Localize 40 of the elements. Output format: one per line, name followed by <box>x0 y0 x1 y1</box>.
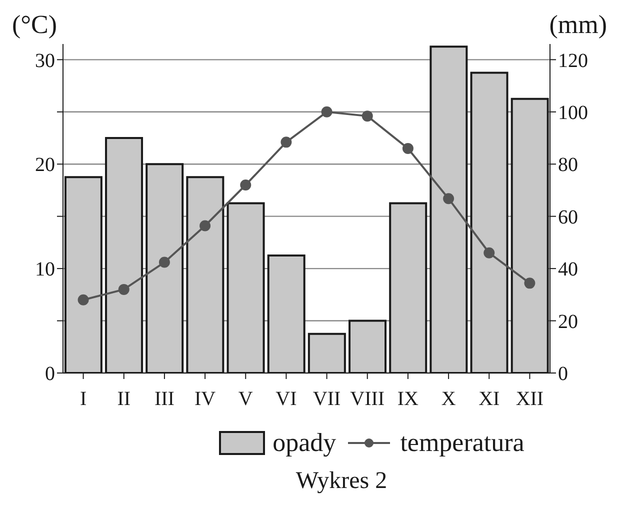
x-tick-label: XI <box>478 388 500 410</box>
x-tick-label: IV <box>194 388 216 410</box>
legend-label: opady <box>272 428 336 458</box>
text: Wykres 2 <box>294 468 388 495</box>
point <box>118 284 130 295</box>
point <box>524 278 536 289</box>
y2-tick-label: 120 <box>558 50 588 72</box>
x-tick-label: VI <box>276 388 297 410</box>
x-tick-label: V <box>238 388 254 410</box>
x-tick-label: X <box>441 388 456 410</box>
point <box>280 136 292 148</box>
x-tick-label: VII <box>312 388 341 410</box>
y2-tick-label: 0 <box>558 363 568 386</box>
y-axis-title: (°C) <box>12 10 58 40</box>
x-tick-label: I <box>80 388 87 410</box>
y2-tick-label: 20 <box>558 310 578 333</box>
point <box>402 142 414 154</box>
point <box>321 106 332 118</box>
y2-tick-label: 60 <box>558 206 578 228</box>
x-tick-label: VIII <box>350 388 385 410</box>
point <box>78 294 89 306</box>
y2-tick-label: 100 <box>558 102 588 124</box>
point <box>484 247 495 258</box>
x-tick-label: II <box>117 388 131 410</box>
point <box>200 220 211 232</box>
x-tick-label: III <box>154 388 174 410</box>
point <box>158 256 170 268</box>
point <box>240 180 252 190</box>
y-tick-label: 20 <box>35 154 55 176</box>
y-tick-label: 30 <box>35 50 55 72</box>
point <box>443 193 454 204</box>
point <box>362 110 373 122</box>
y2-tick-label: 80 <box>558 154 578 176</box>
y2-tick-label: 40 <box>558 258 578 281</box>
y2-axis-title: (mm) <box>549 10 607 40</box>
x-tick-label: XII <box>516 388 544 410</box>
legend-label: temperatura <box>400 428 524 458</box>
y-tick-label: 0 <box>45 363 55 386</box>
y-tick-label: 10 <box>35 258 55 281</box>
x-tick-label: IX <box>397 388 420 410</box>
